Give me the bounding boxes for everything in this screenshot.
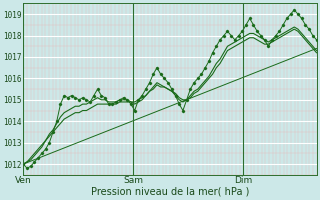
X-axis label: Pression niveau de la mer( hPa ): Pression niveau de la mer( hPa ) [91, 187, 249, 197]
